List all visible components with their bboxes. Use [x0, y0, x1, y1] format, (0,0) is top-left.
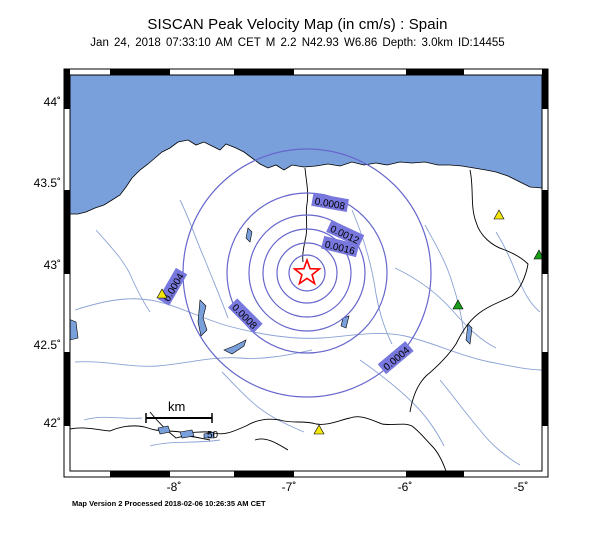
svg-text:42.5˚: 42.5˚ — [34, 338, 61, 352]
scale-bar: km 50 — [145, 399, 219, 441]
x-axis-labels: -8˚ -7˚ -6˚ -5˚ — [167, 480, 529, 494]
station-triangle-icon — [156, 288, 168, 299]
event-subtitle: Jan 24, 2018 07:33:10 AM CET M 2.2 N42.9… — [90, 37, 505, 49]
footer-note: Map Version 2 Processed 2018-02-06 10:26… — [72, 499, 266, 508]
contour-label-1: 0.0008 — [311, 192, 349, 213]
station-triangle-icon — [493, 209, 505, 220]
station-triangle-icon — [313, 424, 325, 435]
svg-text:43.5˚: 43.5˚ — [34, 176, 61, 190]
reservoirs — [70, 227, 473, 439]
svg-text:km: km — [168, 399, 185, 414]
contour-0012 — [248, 214, 366, 332]
svg-text:43˚: 43˚ — [44, 258, 61, 272]
contour-0008 — [226, 192, 388, 354]
map-frame — [63, 68, 549, 478]
y-axis-labels: 44˚ 43.5˚ 43˚ 42.5˚ 42˚ — [34, 95, 61, 430]
svg-text:42˚: 42˚ — [44, 416, 61, 430]
svg-text:0.0008: 0.0008 — [314, 196, 346, 212]
svg-text:-7˚: -7˚ — [282, 480, 297, 494]
contour-0016 — [262, 228, 352, 318]
svg-text:50: 50 — [207, 430, 219, 441]
rivers — [74, 199, 542, 466]
station-triangle-icon — [452, 299, 464, 310]
svg-text:-5˚: -5˚ — [514, 480, 529, 494]
svg-text:44˚: 44˚ — [44, 95, 61, 109]
contour-inner-2 — [288, 254, 326, 292]
svg-text:-8˚: -8˚ — [167, 480, 182, 494]
epicenter-star-icon — [292, 257, 322, 286]
borders — [70, 167, 529, 471]
map-title: SISCAN Peak Velocity Map (in cm/s) : Spa… — [147, 16, 448, 33]
svg-text:-6˚: -6˚ — [398, 480, 413, 494]
sea-area — [70, 75, 542, 215]
contour-inner-1 — [276, 242, 338, 304]
